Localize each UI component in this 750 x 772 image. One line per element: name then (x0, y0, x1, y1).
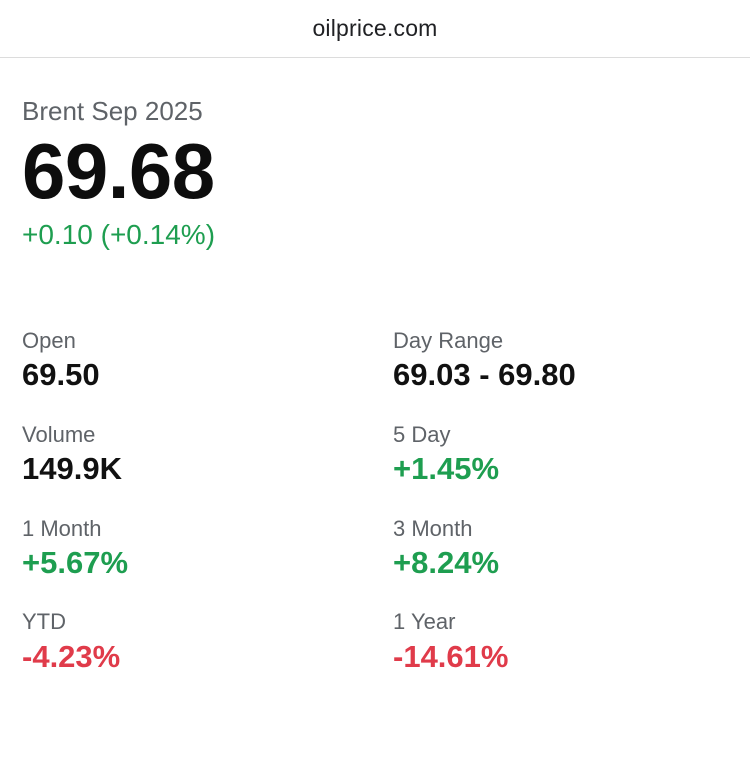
stat-value: 149.9K (22, 450, 122, 486)
stat-value: +8.24% (393, 544, 500, 580)
stat-label: Open (22, 327, 76, 353)
stat-value: +5.67% (22, 544, 129, 580)
stat-label: Volume (22, 421, 96, 447)
stats-grid: Open 69.50 Day Range 69.03 - 69.80 Volum… (22, 327, 728, 674)
stat-ytd: YTD -4.23% (22, 610, 393, 674)
stat-1-year: 1 Year -14.61% (393, 610, 728, 674)
stat-value: +1.45% (393, 450, 500, 486)
stat-label: 5 Day (393, 421, 451, 447)
stat-open: Open 69.50 (22, 327, 393, 393)
stat-label: 1 Year (393, 609, 456, 635)
site-domain: oilprice.com (312, 15, 438, 41)
stat-label: 3 Month (393, 515, 473, 541)
price-change: +0.10 (+0.14%) (22, 218, 216, 250)
stat-label: 1 Month (22, 515, 102, 541)
quote-panel: Brent Sep 2025 69.68 +0.10 (+0.14%) Open… (0, 96, 750, 674)
stat-5-day: 5 Day +1.45% (393, 421, 728, 487)
stat-value: -4.23% (22, 638, 121, 674)
address-bar[interactable]: oilprice.com (0, 0, 750, 58)
stat-1-month: 1 Month +5.67% (22, 515, 393, 581)
stat-value: -14.61% (393, 638, 509, 674)
last-price: 69.68 (22, 127, 215, 215)
stat-label: Day Range (393, 327, 504, 353)
stat-value: 69.03 - 69.80 (393, 357, 576, 393)
instrument-name: Brent Sep 2025 (22, 96, 203, 126)
stat-3-month: 3 Month +8.24% (393, 515, 728, 581)
stat-label: YTD (22, 609, 66, 635)
stat-volume: Volume 149.9K (22, 421, 393, 487)
stat-value: 69.50 (22, 357, 100, 393)
stat-day-range: Day Range 69.03 - 69.80 (393, 327, 728, 393)
